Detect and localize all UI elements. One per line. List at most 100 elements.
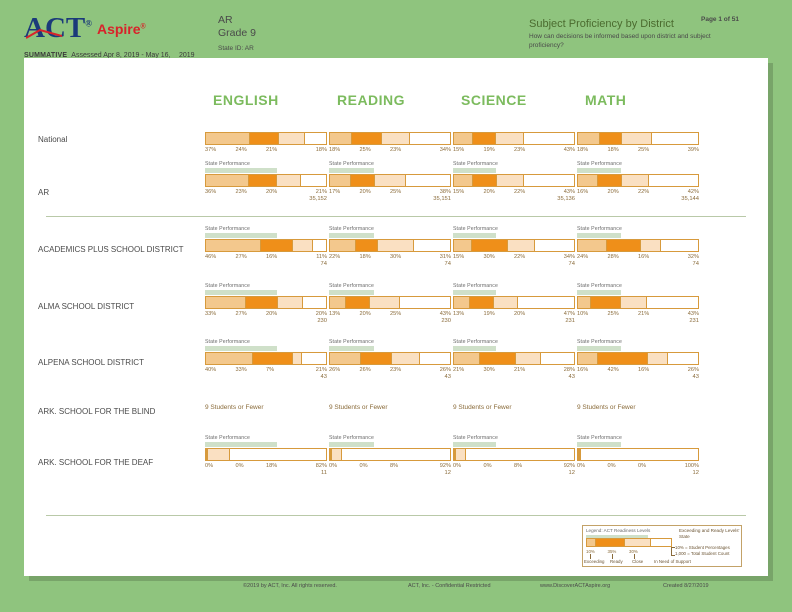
state-performance-indicator bbox=[577, 290, 621, 295]
segment-percent: 18% bbox=[329, 147, 341, 153]
proficiency-cell: 9 Students or Fewer bbox=[453, 398, 575, 411]
segment-percent: 16% bbox=[577, 367, 589, 373]
readiness-stacked-bar bbox=[577, 132, 699, 145]
bar-segment-1 bbox=[454, 240, 472, 251]
segment-percent: 43% bbox=[563, 189, 575, 195]
segment-percent: 42% bbox=[687, 189, 699, 195]
act-registered-mark: ® bbox=[85, 18, 92, 29]
readiness-stacked-bar bbox=[577, 448, 699, 461]
legend-segment-4 bbox=[649, 539, 671, 546]
segment-percent: 20% bbox=[266, 189, 278, 195]
bar-segment-1 bbox=[578, 175, 597, 186]
bar-segment-2 bbox=[589, 297, 621, 308]
state-id: State ID: AR bbox=[218, 45, 254, 52]
proficiency-cell: 9 Students or Fewer bbox=[205, 398, 327, 411]
segment-percent: 24% bbox=[577, 254, 589, 260]
footer-url[interactable]: www.DiscoverACTAspire.org bbox=[540, 583, 611, 589]
row-label: ARK. SCHOOL FOR THE DEAF bbox=[38, 458, 154, 467]
state-performance-indicator bbox=[329, 290, 375, 295]
bar-segment-1 bbox=[330, 353, 361, 364]
total-student-count: 74 bbox=[444, 261, 451, 267]
state-performance-label: State Performance bbox=[577, 226, 622, 232]
readiness-stacked-bar bbox=[577, 239, 699, 252]
state-performance-indicator bbox=[453, 168, 496, 173]
segment-percent: 27% bbox=[235, 311, 247, 317]
bar-segment-4 bbox=[409, 133, 450, 144]
segment-percent: 39% bbox=[687, 147, 699, 153]
bar-segment-3 bbox=[207, 449, 230, 460]
state-performance-label: State Performance bbox=[329, 339, 374, 345]
bar-segment-3 bbox=[276, 175, 301, 186]
bar-segment-3 bbox=[495, 175, 523, 186]
segment-percent: 21% bbox=[266, 147, 278, 153]
bar-segment-2 bbox=[469, 297, 493, 308]
bar-segment-4 bbox=[303, 133, 326, 144]
state-performance-label: State Performance bbox=[577, 435, 622, 441]
segment-percent: 21% bbox=[315, 189, 327, 195]
segment-percent: 26% bbox=[359, 367, 371, 373]
segment-percent: 92% bbox=[563, 463, 575, 469]
readiness-stacked-bar bbox=[577, 174, 699, 187]
total-student-count: 12 bbox=[568, 470, 575, 476]
segment-percent: 25% bbox=[607, 311, 619, 317]
assessed-dates-line2: 2019 bbox=[178, 52, 195, 59]
row-label: National bbox=[38, 135, 68, 144]
bar-segment-4 bbox=[647, 175, 698, 186]
state-performance-label: State Performance bbox=[453, 161, 498, 167]
legend-tick bbox=[634, 554, 635, 559]
state-performance-label: State Performance bbox=[577, 339, 622, 345]
segment-percent: 10% bbox=[577, 311, 589, 317]
bar-segment-2 bbox=[578, 449, 579, 460]
segment-percent: 23% bbox=[390, 367, 402, 373]
row-label: AR bbox=[38, 188, 50, 197]
assessment-window: SUMMATIVE Assessed Apr 8, 2019 - May 16, … bbox=[24, 44, 195, 62]
segment-percentages: 10% 25% 21% 43% bbox=[577, 311, 699, 317]
segment-percentages: 24% 28% 16% 32% bbox=[577, 254, 699, 260]
segment-percent: 30% bbox=[390, 254, 402, 260]
segment-percentages: 16% 42% 16% 26% bbox=[577, 367, 699, 373]
segment-percentages: 0% 0% 8% 92% bbox=[453, 463, 575, 469]
segment-percentages: 13% 20% 25% 43% bbox=[329, 311, 451, 317]
state-name: AR bbox=[218, 14, 233, 26]
bar-segment-4 bbox=[465, 449, 574, 460]
bar-segment-3 bbox=[620, 297, 647, 308]
state-performance-indicator bbox=[577, 442, 621, 447]
readiness-stacked-bar bbox=[205, 239, 327, 252]
proficiency-cell: State Performance 0% 0% 18% 82% 11 bbox=[205, 435, 327, 476]
proficiency-cell: State Performance 0% 0% 0% 100% 12 bbox=[577, 435, 699, 476]
bar-segment-2 bbox=[349, 175, 375, 186]
readiness-stacked-bar bbox=[205, 174, 327, 187]
bar-segment-2 bbox=[471, 133, 495, 144]
readiness-stacked-bar bbox=[453, 132, 575, 145]
assessed-dates-line1: Assessed Apr 8, 2019 - May 16, bbox=[71, 52, 171, 59]
bar-segment-2 bbox=[355, 240, 378, 251]
bar-segment-2 bbox=[454, 449, 455, 460]
segment-percent: 26% bbox=[687, 367, 699, 373]
state-performance-indicator bbox=[205, 168, 277, 173]
report-header: ACT® Aspire® SUMMATIVE Assessed Apr 8, 20… bbox=[0, 0, 792, 59]
readiness-stacked-bar bbox=[329, 132, 451, 145]
bar-segment-4 bbox=[229, 449, 326, 460]
total-student-count: 43 bbox=[692, 374, 699, 380]
state-performance-indicator bbox=[453, 346, 496, 351]
segment-percent: 43% bbox=[563, 147, 575, 153]
bar-segment-2 bbox=[259, 240, 293, 251]
bar-segment-1 bbox=[206, 133, 250, 144]
segment-percent: 0% bbox=[607, 463, 616, 469]
bar-segment-4 bbox=[522, 133, 574, 144]
row-label: ARK. SCHOOL FOR THE BLIND bbox=[38, 407, 156, 416]
segment-percent: 18% bbox=[577, 147, 589, 153]
total-student-count: 35,151 bbox=[433, 196, 451, 202]
report-scope: AR Grade 9 State ID: AR bbox=[218, 14, 256, 55]
bar-segment-4 bbox=[533, 240, 574, 251]
legend-brace-icon bbox=[671, 547, 675, 556]
segment-percent: 18% bbox=[315, 147, 327, 153]
segment-percentages: 36% 23% 20% 21% bbox=[205, 189, 327, 195]
bar-segment-4 bbox=[312, 240, 326, 251]
segment-percentages: 0% 0% 8% 92% bbox=[329, 463, 451, 469]
bar-segment-3 bbox=[291, 353, 301, 364]
proficiency-cell: State Performance 17% 20% 25% 38% 35,151 bbox=[329, 161, 451, 202]
total-student-count: 74 bbox=[692, 261, 699, 267]
bar-segment-1 bbox=[330, 297, 346, 308]
bar-segment-3 bbox=[492, 297, 518, 308]
